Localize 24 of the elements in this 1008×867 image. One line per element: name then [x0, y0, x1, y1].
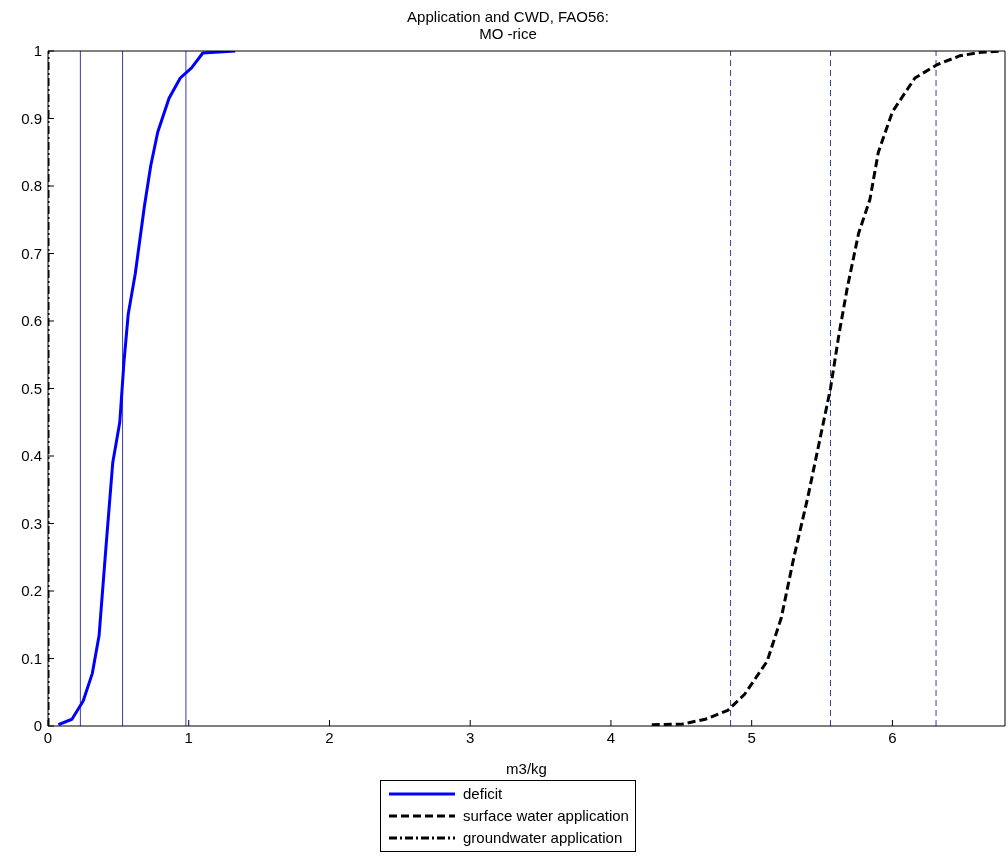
x-tick-label: 5 [747, 728, 756, 746]
y-tick-label: 0 [33, 717, 42, 735]
y-tick-label: 0.6 [21, 312, 42, 330]
x-axis-title: m3/kg [506, 760, 547, 777]
chart-subtitle: MO -rice [478, 25, 538, 42]
y-tick-label: 0.7 [21, 244, 42, 262]
y-tick-label: 0.2 [21, 582, 42, 600]
x-tick-label: 6 [888, 728, 897, 746]
x-tick-label: 3 [466, 728, 475, 746]
y-tick-label: 0.5 [21, 379, 42, 397]
y-tick-label: 0.1 [21, 649, 42, 667]
legend-label: surface water application [463, 806, 629, 826]
y-tick-label: 1 [33, 42, 42, 60]
legend-label: groundwater application [463, 828, 623, 848]
x-tick-label: 1 [184, 728, 193, 746]
line-series [56, 51, 237, 726]
y-tick-label: 0.8 [21, 177, 42, 195]
chart-title: Application and CWD, FAO56: [406, 8, 610, 25]
y-tick-label: 0.4 [21, 447, 42, 465]
x-tick-label: 2 [325, 728, 334, 746]
y-tick-label: 0.3 [21, 514, 42, 532]
y-tick-label: 0.9 [21, 109, 42, 127]
x-tick-label: 4 [606, 728, 616, 746]
legend-label: deficit [463, 784, 503, 804]
